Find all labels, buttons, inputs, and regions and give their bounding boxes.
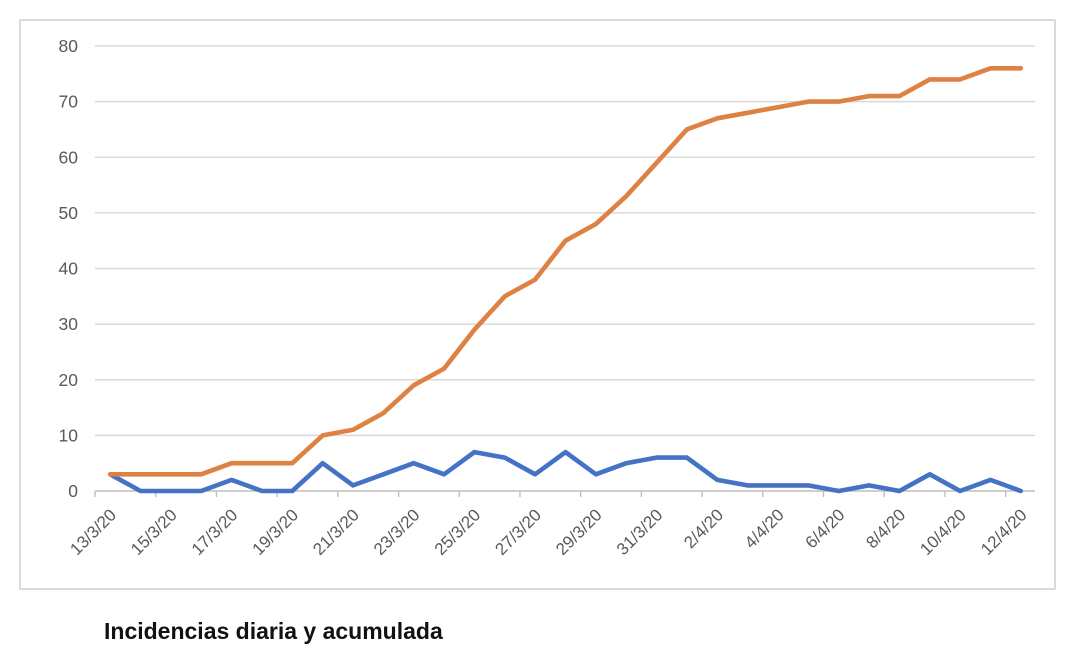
chart-frame: 0 10 20 30 40 50 60 70 80 13/3/20 15/3/20 17/3/20 19… — [19, 19, 1056, 590]
y-tick-label: 20 — [59, 370, 79, 390]
x-tick-label: 19/3/20 — [249, 505, 303, 559]
y-tick-label: 50 — [59, 203, 79, 223]
x-tick-label: 31/3/20 — [613, 505, 667, 559]
x-tick-label: 13/3/20 — [66, 505, 120, 559]
x-tick-label: 8/4/20 — [862, 505, 909, 552]
x-tick-label: 25/3/20 — [431, 505, 485, 559]
y-tick-label: 30 — [59, 314, 79, 334]
chart-title: Incidencias diaria y acumulada — [104, 618, 443, 644]
x-tick-label: 21/3/20 — [309, 505, 363, 559]
y-tick-label: 70 — [59, 92, 79, 112]
x-tick-label: 10/4/20 — [916, 505, 970, 559]
x-tick-label: 27/3/20 — [491, 505, 545, 559]
x-tick-label: 12/4/20 — [977, 505, 1031, 559]
y-tick-label: 80 — [59, 36, 79, 56]
y-tick-label: 0 — [68, 481, 78, 501]
x-tick-label: 15/3/20 — [127, 505, 181, 559]
x-tick-label: 29/3/20 — [552, 505, 606, 559]
x-tick-label: 4/4/20 — [741, 505, 788, 552]
series-line-diaria — [107, 449, 1024, 494]
y-tick-label: 60 — [59, 147, 79, 167]
x-tick-label: 6/4/20 — [802, 505, 849, 552]
y-tick-label: 10 — [59, 425, 79, 445]
series-line-acumulada — [107, 65, 1024, 477]
x-tick-label: 2/4/20 — [680, 505, 727, 552]
x-tick-label: 23/3/20 — [370, 505, 424, 559]
line-chart: 0 10 20 30 40 50 60 70 80 13/3/20 15/3/20 17/3/20 19… — [59, 36, 1035, 559]
x-tick-label: 17/3/20 — [188, 505, 242, 559]
y-tick-label: 40 — [59, 259, 79, 279]
